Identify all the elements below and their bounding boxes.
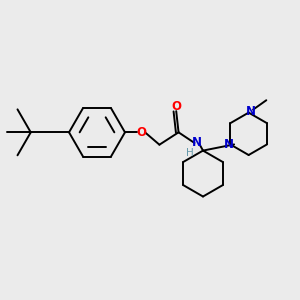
Text: H: H: [186, 148, 193, 158]
Text: O: O: [136, 126, 146, 139]
Text: N: N: [245, 105, 255, 118]
Text: N: N: [224, 138, 233, 151]
Text: N: N: [192, 136, 202, 149]
Text: O: O: [171, 100, 181, 113]
